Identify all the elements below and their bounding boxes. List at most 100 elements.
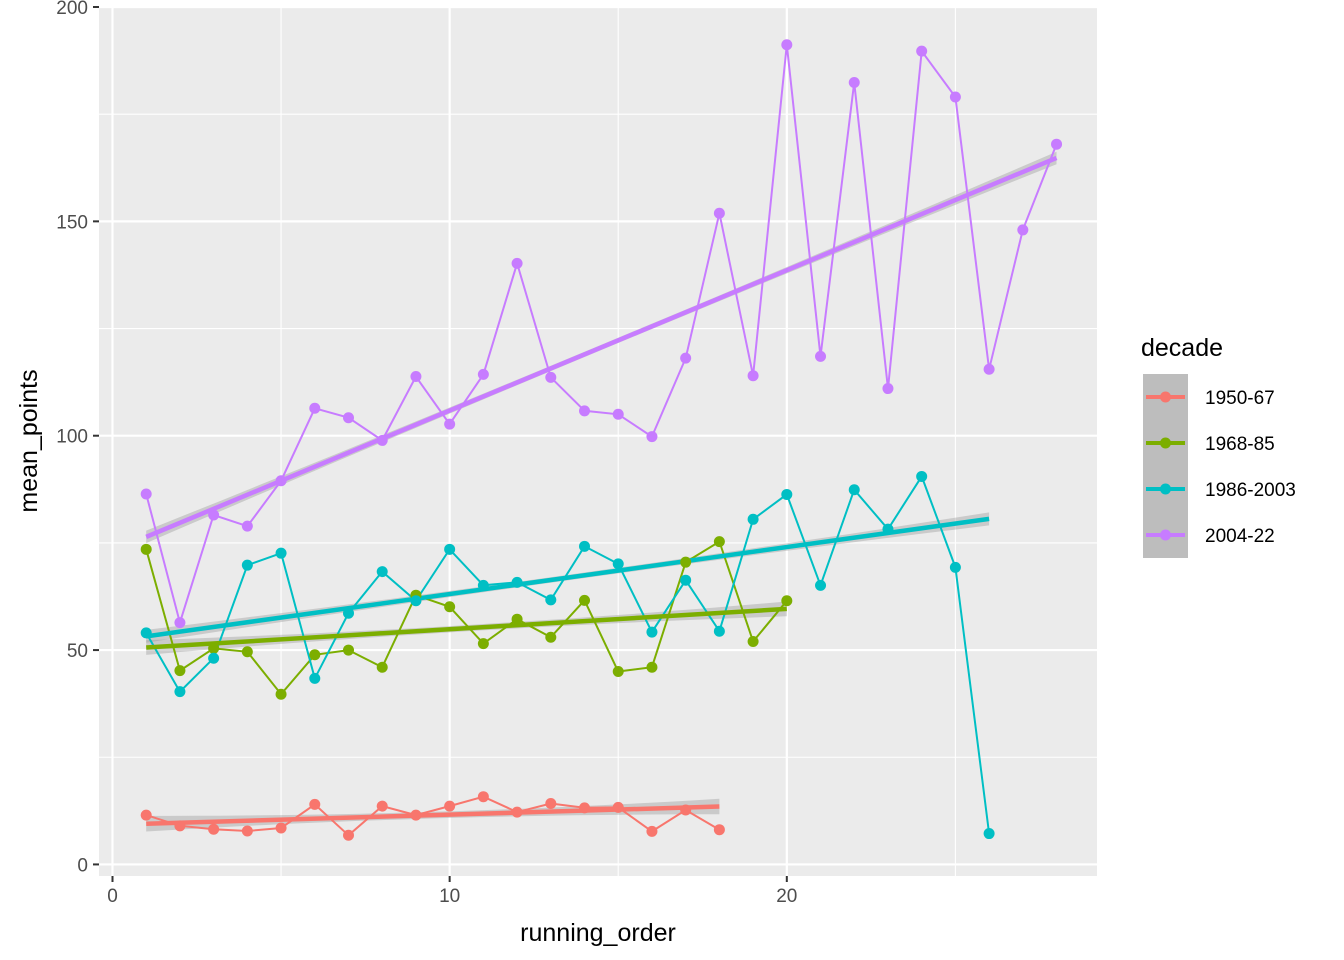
- trend-line-2004-22: [145, 155, 1058, 539]
- point-1986-2003: [241, 559, 253, 571]
- point-1968-85: [444, 601, 456, 613]
- y-tick-label: 50: [67, 641, 88, 662]
- point-1986-2003: [140, 627, 152, 639]
- y-tick-label: 150: [56, 212, 88, 233]
- point-1968-85: [241, 646, 253, 658]
- point-1950-67: [612, 801, 624, 813]
- point-2004-22: [747, 370, 759, 382]
- point-2004-22: [916, 45, 928, 57]
- point-1986-2003: [444, 543, 456, 555]
- x-tick-label: 10: [439, 886, 460, 907]
- point-1986-2003: [174, 686, 186, 698]
- point-2004-22: [882, 383, 894, 395]
- point-1950-67: [241, 825, 253, 837]
- point-2004-22: [983, 363, 995, 375]
- legend-key-point: [1160, 391, 1171, 403]
- point-1968-85: [174, 665, 186, 677]
- point-1986-2003: [646, 626, 658, 638]
- point-1968-85: [545, 631, 557, 643]
- point-2004-22: [1051, 138, 1063, 150]
- point-1986-2003: [949, 561, 961, 573]
- point-1986-2003: [916, 470, 928, 482]
- point-1950-67: [511, 806, 523, 818]
- point-2004-22: [343, 412, 354, 424]
- point-2004-22: [612, 408, 624, 420]
- y-tick-label: 0: [77, 855, 88, 876]
- point-1968-85: [343, 644, 354, 656]
- point-1986-2003: [343, 607, 354, 619]
- point-1950-67: [275, 822, 287, 834]
- point-1950-67: [174, 820, 186, 832]
- point-2004-22: [410, 371, 422, 383]
- point-1986-2003: [309, 672, 321, 684]
- point-1950-67: [545, 798, 557, 810]
- point-1986-2003: [713, 625, 725, 637]
- point-1950-67: [444, 800, 456, 812]
- point-1950-67: [376, 800, 388, 812]
- x-axis-title: running_order: [520, 919, 676, 947]
- series-points: [140, 39, 1063, 841]
- point-1986-2003: [275, 547, 287, 559]
- point-1950-67: [579, 802, 591, 814]
- point-2004-22: [444, 418, 456, 430]
- point-1986-2003: [612, 558, 624, 570]
- point-1986-2003: [781, 488, 793, 500]
- series-line-1986-2003: [145, 474, 991, 834]
- point-1986-2003: [848, 484, 860, 496]
- trend-line-1986-2003: [145, 516, 990, 639]
- point-1950-67: [680, 804, 692, 816]
- point-2004-22: [208, 509, 220, 521]
- legend-key-point: [1160, 437, 1171, 449]
- point-1986-2003: [511, 576, 523, 588]
- point-2004-22: [781, 39, 793, 51]
- point-1968-85: [477, 638, 489, 650]
- point-1968-85: [579, 594, 591, 606]
- point-1986-2003: [208, 652, 220, 664]
- grid-major: [99, 5, 1097, 876]
- point-2004-22: [309, 402, 321, 414]
- point-2004-22: [545, 371, 557, 383]
- point-1968-85: [376, 661, 388, 673]
- point-1950-67: [477, 791, 489, 803]
- point-1986-2003: [579, 540, 591, 552]
- legend-key-background: [1143, 374, 1188, 558]
- point-1986-2003: [882, 523, 894, 535]
- point-1986-2003: [747, 513, 759, 525]
- y-axis-title: mean_points: [15, 369, 43, 512]
- point-1968-85: [208, 642, 220, 654]
- point-2004-22: [680, 352, 692, 364]
- point-1968-85: [713, 536, 725, 548]
- point-1968-85: [612, 666, 624, 678]
- point-1950-67: [410, 809, 422, 821]
- point-2004-22: [1017, 224, 1029, 236]
- point-1968-85: [140, 543, 152, 555]
- point-2004-22: [848, 76, 860, 88]
- point-2004-22: [815, 350, 827, 362]
- point-2004-22: [477, 368, 489, 380]
- legend-label: 2004-22: [1205, 526, 1275, 547]
- x-tick-label: 20: [776, 886, 797, 907]
- legend: decade 1950-67 1968-85 1986-2003 2004-22: [1141, 334, 1296, 558]
- point-2004-22: [376, 434, 388, 446]
- point-2004-22: [511, 257, 523, 269]
- legend-label: 1986-2003: [1205, 480, 1296, 501]
- point-2004-22: [713, 207, 725, 219]
- y-tick-label: 100: [56, 427, 88, 448]
- trend-line-1968-85: [146, 606, 787, 650]
- series-line-1968-85: [145, 540, 788, 696]
- point-1968-85: [781, 595, 793, 607]
- point-2004-22: [275, 475, 287, 487]
- point-1986-2003: [477, 579, 489, 591]
- point-1986-2003: [410, 595, 422, 607]
- point-2004-22: [646, 431, 658, 443]
- point-1950-67: [309, 798, 321, 810]
- trend-lines: [145, 155, 1058, 826]
- x-tick-label: 0: [107, 886, 118, 907]
- point-2004-22: [949, 91, 961, 103]
- point-1950-67: [343, 829, 354, 841]
- point-1968-85: [680, 556, 692, 568]
- point-2004-22: [579, 405, 591, 417]
- legend-label: 1950-67: [1205, 388, 1275, 409]
